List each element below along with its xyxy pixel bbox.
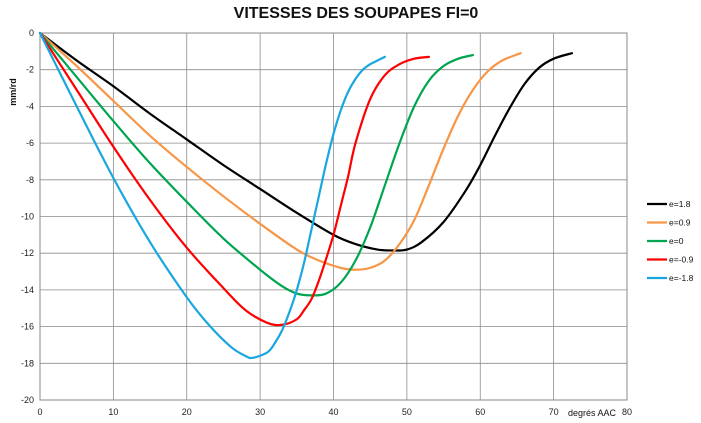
series-line-0 xyxy=(38,31,574,252)
series-line-3 xyxy=(38,31,430,327)
series-line-2 xyxy=(38,31,475,297)
y-tick-label: -16 xyxy=(21,322,34,332)
x-tick-label: 60 xyxy=(475,407,485,417)
y-tick-label: -2 xyxy=(26,65,34,75)
series-line-1 xyxy=(38,31,522,271)
series-line-4 xyxy=(38,31,386,360)
legend-label-2: e=0 xyxy=(669,236,684,246)
y-tick-label: -12 xyxy=(21,248,34,258)
chart-title: VITESSES DES SOUPAPES FI=0 xyxy=(234,5,479,22)
y-tick-label: -14 xyxy=(21,285,34,295)
y-axis-label: mm/rd xyxy=(8,78,18,106)
x-tick-label: 50 xyxy=(402,407,412,417)
axes: 0-2-4-6-8-10-12-14-16-18-200 10 20 30 40 50 60… xyxy=(21,28,632,417)
y-tick-label: -20 xyxy=(21,395,34,405)
series-lines xyxy=(38,31,574,360)
x-tick-label: 10 xyxy=(108,407,118,417)
legend-label-0: e=1.8 xyxy=(669,199,691,209)
y-tick-label: -6 xyxy=(26,138,34,148)
x-tick-label: 30 xyxy=(255,407,265,417)
x-tick-label: 80 xyxy=(622,407,632,417)
legend-label-4: e=-1.8 xyxy=(669,273,694,283)
x-tick-label: 0 xyxy=(37,407,42,417)
y-tick-label: -4 xyxy=(26,101,34,111)
x-axis-label: degrés AAC xyxy=(568,408,617,418)
x-tick-label: 20 xyxy=(182,407,192,417)
y-tick-label: 0 xyxy=(29,28,34,38)
y-tick-label: -8 xyxy=(26,175,34,185)
y-tick-label: -18 xyxy=(21,358,34,368)
legend-label-1: e=0.9 xyxy=(669,218,691,228)
x-tick-label: 40 xyxy=(328,407,338,417)
y-tick-label: -10 xyxy=(21,212,34,222)
legend-label-3: e=-0.9 xyxy=(669,255,694,265)
gridlines xyxy=(39,32,628,401)
x-tick-label: 70 xyxy=(549,407,559,417)
legend: e=1.8 e=0.9 e=0 e=-0.9 e=-1.8 xyxy=(647,199,694,283)
